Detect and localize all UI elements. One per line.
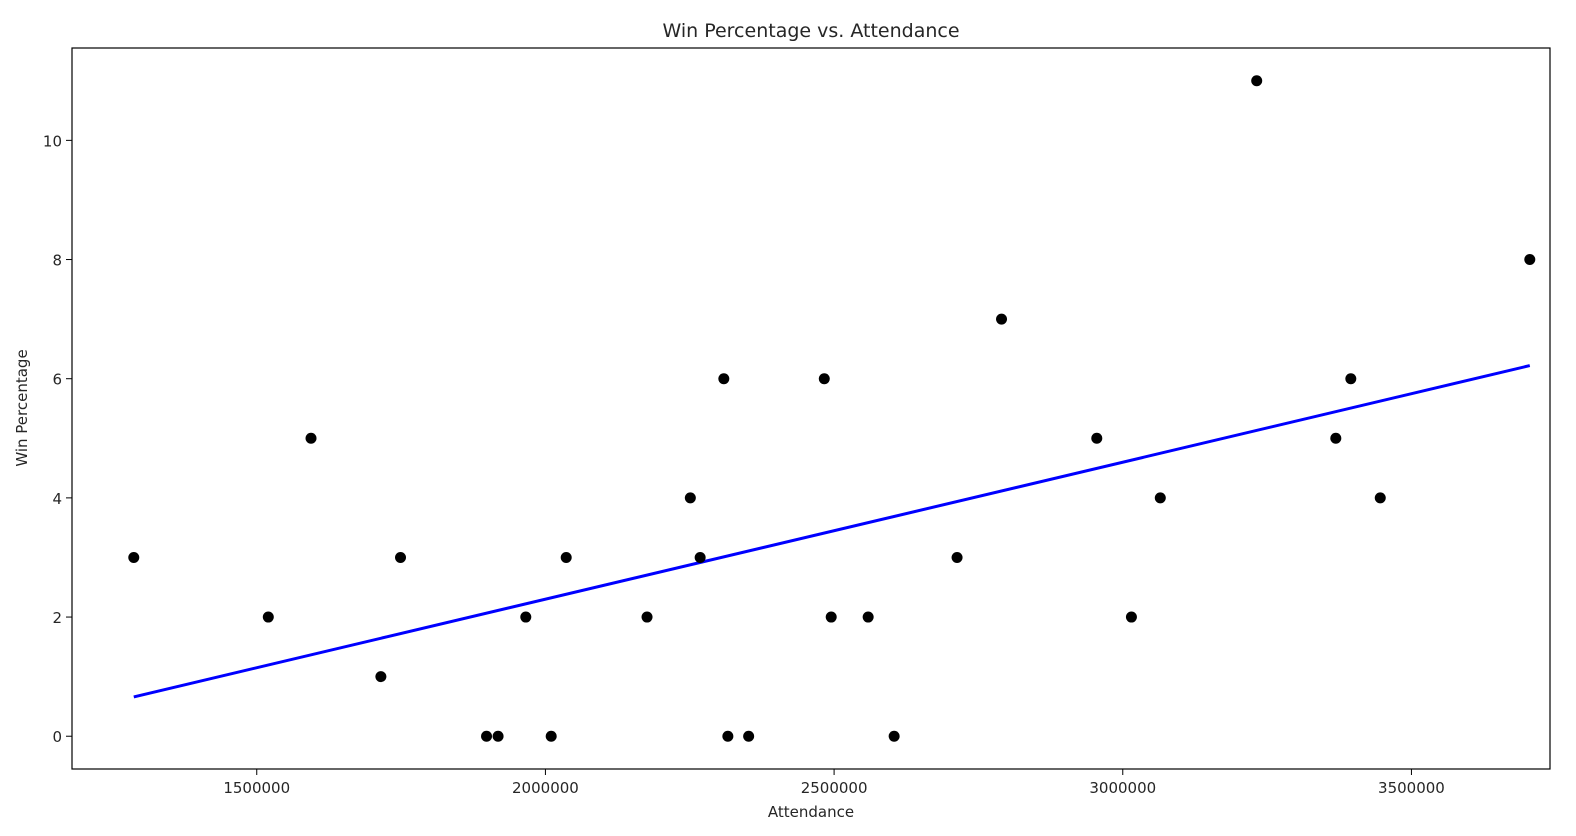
scatter-point [1345,373,1357,385]
y-tick-label: 6 [52,371,62,389]
scatter-point [862,611,874,623]
x-axis-label: Attendance [768,803,854,821]
scatter-point [641,611,653,623]
scatter-point [492,730,504,742]
scatter-point [1374,492,1386,504]
scatter-point [1330,432,1342,444]
plot-area-frame [71,47,1551,770]
scatter-point [481,730,493,742]
scatter-point [722,730,734,742]
x-tick-label: 2000000 [512,779,579,797]
y-tick-label: 8 [52,252,62,270]
x-tick-label: 1500000 [223,779,290,797]
scatter-point [996,313,1008,325]
scatter-point [1091,432,1103,444]
scatter-point [560,551,572,563]
scatter-point [395,551,407,563]
y-axis-label: Win Percentage [13,349,31,466]
scatter-point [1154,492,1166,504]
scatter-point [888,730,900,742]
scatter-point [1524,254,1536,266]
scatter-point [694,551,706,563]
scatter-point [684,492,696,504]
y-axis-ticks: 0 2 4 6 8 10 [43,132,72,746]
x-tick-label: 2500000 [801,779,868,797]
scatter-point [825,611,837,623]
x-axis-ticks: 1500000 2000000 2500000 3000000 3500000 [223,769,1445,797]
x-tick-label: 3000000 [1089,779,1156,797]
y-tick-label: 10 [43,132,62,150]
scatter-point [743,730,755,742]
regression-line-group [133,364,1531,699]
scatter-point [375,671,387,683]
scatter-point [305,432,317,444]
regression-line [133,364,1531,699]
scatter-point [545,730,557,742]
scatter-point [818,373,830,385]
scatter-point [718,373,730,385]
y-tick-label: 2 [52,609,62,627]
y-tick-label: 0 [52,728,62,746]
y-tick-label: 4 [52,490,62,508]
scatter-point [520,611,532,623]
scatter-point [1251,75,1263,87]
scatter-point [951,551,963,563]
scatter-point [128,551,140,563]
x-tick-label: 3500000 [1378,779,1445,797]
scatter-points [128,75,1536,742]
scatter-point [262,611,274,623]
chart-title: Win Percentage vs. Attendance [662,20,959,42]
scatter-point [1125,611,1137,623]
